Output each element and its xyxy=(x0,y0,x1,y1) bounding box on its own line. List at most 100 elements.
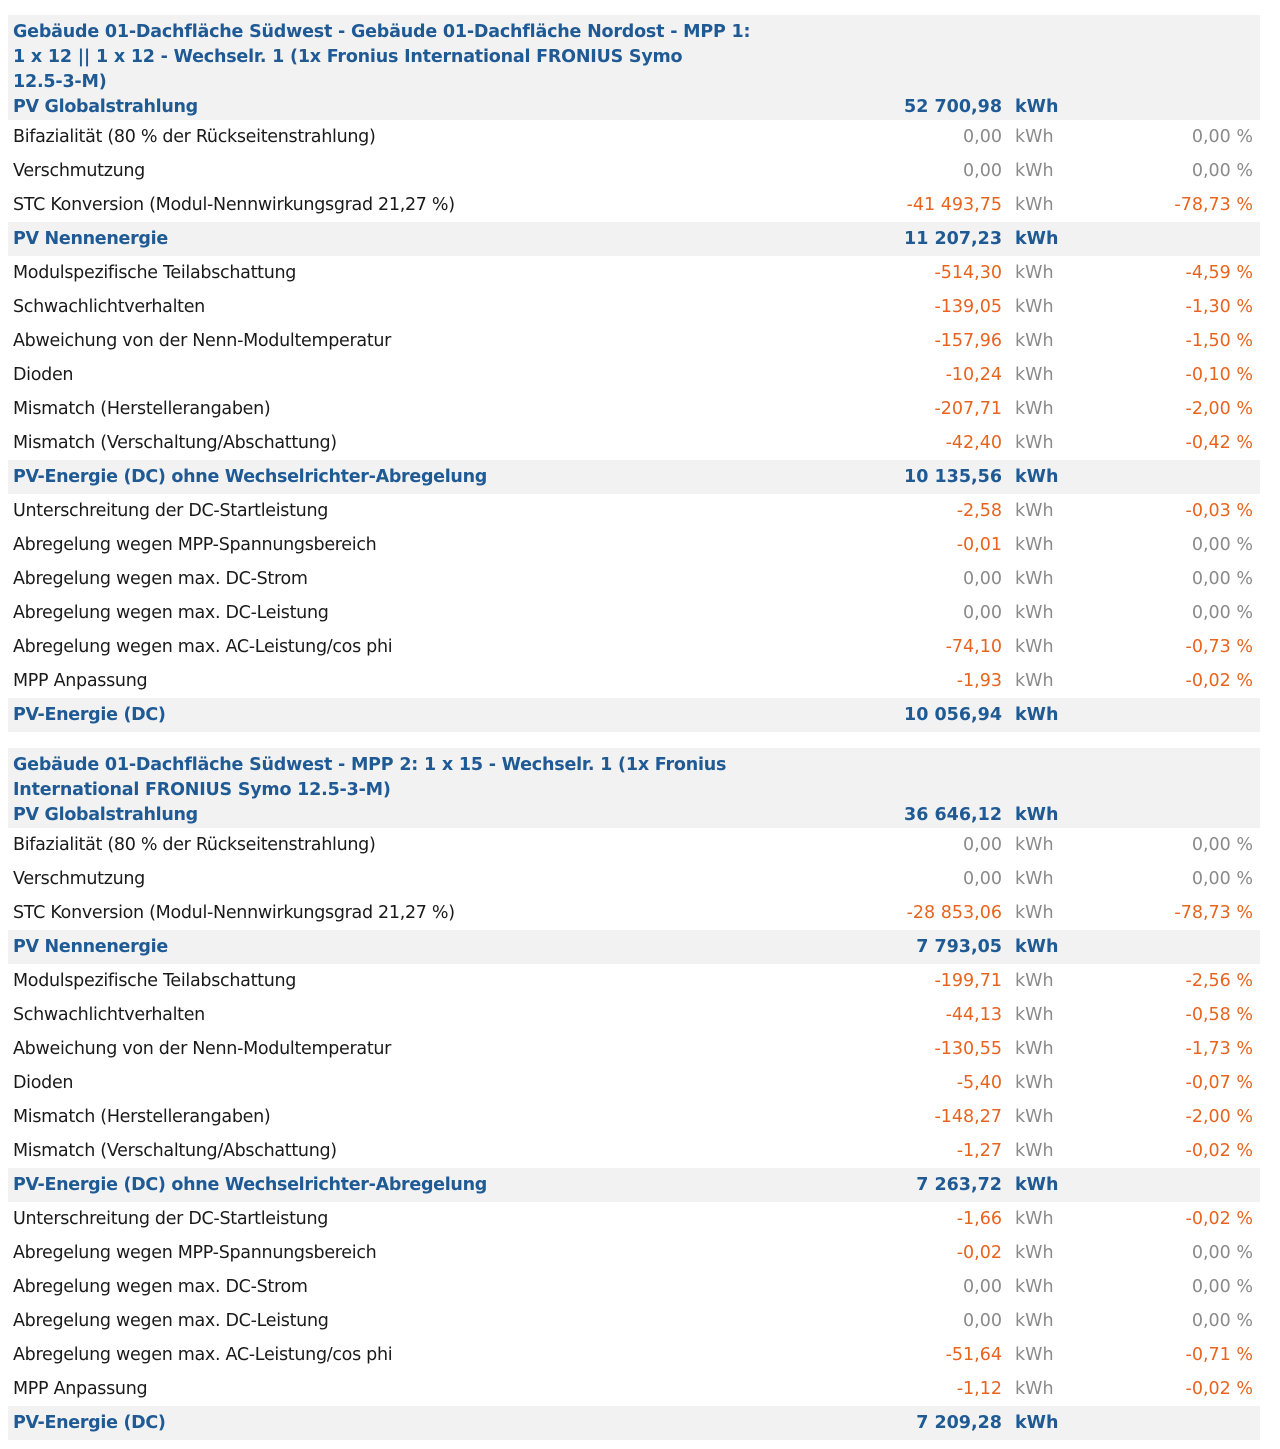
energy-value: 0,00 xyxy=(963,835,1002,855)
row-label: Modulspezifische Teilabschattung xyxy=(13,971,297,991)
energy-unit: kWh xyxy=(1015,805,1059,825)
loss-row: Abregelung wegen max. AC-Leistung/cos ph… xyxy=(8,630,1260,664)
row-label: Unterschreitung der DC-Startleistung xyxy=(13,1209,329,1229)
subtotal-row: PV-Energie (DC) 10 056,94 kWh xyxy=(8,698,1260,732)
energy-value: -28 853,06 xyxy=(906,903,1002,923)
loss-row: Unterschreitung der DC-Startleistung -1,6… xyxy=(8,1202,1260,1236)
energy-value: 11 207,23 xyxy=(904,229,1002,249)
energy-value: -207,71 xyxy=(934,399,1002,419)
loss-percent: 0,00 % xyxy=(1191,1243,1253,1263)
energy-value: -1,27 xyxy=(956,1141,1002,1161)
energy-unit: kWh xyxy=(1015,603,1054,623)
loss-percent: 0,00 % xyxy=(1191,161,1253,181)
energy-value: 36 646,12 xyxy=(904,805,1002,825)
subtotal-row: PV Nennenergie 11 207,23 kWh xyxy=(8,222,1260,256)
row-label: STC Konversion (Modul-Nennwirkungsgrad 2… xyxy=(13,903,455,923)
loss-percent: -0,73 % xyxy=(1185,637,1253,657)
energy-unit: kWh xyxy=(1015,195,1054,215)
loss-row: Verschmutzung 0,00 kWh 0,00 % xyxy=(8,862,1260,896)
energy-value: -42,40 xyxy=(945,433,1002,453)
energy-unit: kWh xyxy=(1015,1209,1054,1229)
loss-row: Abweichung von der Nenn-Modultemperatur -… xyxy=(8,324,1260,358)
loss-percent: 0,00 % xyxy=(1191,127,1253,147)
energy-unit: kWh xyxy=(1015,229,1059,249)
row-label: MPP Anpassung xyxy=(13,671,148,691)
subtotal-row: PV-Energie (DC) ohne Wechselrichter-Abre… xyxy=(8,1168,1260,1202)
subtotal-row: PV-Energie (DC) 7 209,28 kWh xyxy=(8,1406,1260,1440)
row-label: Mismatch (Verschaltung/Abschattung) xyxy=(13,433,337,453)
energy-value: -130,55 xyxy=(934,1039,1002,1059)
loss-percent: 0,00 % xyxy=(1191,535,1253,555)
loss-row: Abregelung wegen max. DC-Strom 0,00 kWh 0,0… xyxy=(8,1270,1260,1304)
energy-unit: kWh xyxy=(1015,1073,1054,1093)
loss-row: Abweichung von der Nenn-Modultemperatur -… xyxy=(8,1032,1260,1066)
loss-percent: 0,00 % xyxy=(1191,1277,1253,1297)
loss-row: MPP Anpassung -1,12 kWh -0,02 % xyxy=(8,1372,1260,1406)
loss-row: Abregelung wegen max. DC-Leistung 0,00 kWh… xyxy=(8,596,1260,630)
loss-row: Dioden -10,24 kWh -0,10 % xyxy=(8,358,1260,392)
energy-unit: kWh xyxy=(1015,501,1054,521)
loss-row: Dioden -5,40 kWh -0,07 % xyxy=(8,1066,1260,1100)
loss-percent: -0,58 % xyxy=(1185,1005,1253,1025)
loss-percent: 0,00 % xyxy=(1191,835,1253,855)
energy-unit: kWh xyxy=(1015,705,1059,725)
loss-row: MPP Anpassung -1,93 kWh -0,02 % xyxy=(8,664,1260,698)
loss-percent: -4,59 % xyxy=(1185,263,1253,283)
row-label: PV Nennenergie xyxy=(13,229,168,249)
energy-value: 52 700,98 xyxy=(904,97,1002,117)
energy-value: -514,30 xyxy=(934,263,1002,283)
energy-unit: kWh xyxy=(1015,535,1054,555)
loss-row: Mismatch (Verschaltung/Abschattung) -42,4… xyxy=(8,426,1260,460)
loss-percent: -0,02 % xyxy=(1185,671,1253,691)
energy-unit: kWh xyxy=(1015,1243,1054,1263)
loss-percent: -0,42 % xyxy=(1185,433,1253,453)
row-label: Schwachlichtverhalten xyxy=(13,297,205,317)
row-label: Mismatch (Herstellerangaben) xyxy=(13,1107,271,1127)
loss-percent: 0,00 % xyxy=(1191,603,1253,623)
energy-value: -1,66 xyxy=(956,1209,1002,1229)
loss-percent: 0,00 % xyxy=(1191,569,1253,589)
row-label: MPP Anpassung xyxy=(13,1379,148,1399)
energy-value: -199,71 xyxy=(934,971,1002,991)
energy-value: 0,00 xyxy=(963,869,1002,889)
energy-value: -74,10 xyxy=(945,637,1002,657)
mpp1-section: Gebäude 01-Dachfläche Südwest - Gebäude … xyxy=(8,15,1260,732)
energy-unit: kWh xyxy=(1015,127,1054,147)
row-label: PV Globalstrahlung xyxy=(13,805,198,825)
energy-value: -1,12 xyxy=(956,1379,1002,1399)
row-label: STC Konversion (Modul-Nennwirkungsgrad 2… xyxy=(13,195,455,215)
energy-unit: kWh xyxy=(1015,331,1054,351)
loss-table: PV Globalstrahlung 36 646,12 kWh Bifazialit… xyxy=(8,803,1260,1440)
row-label: Abregelung wegen MPP-Spannungsbereich xyxy=(13,1243,377,1263)
subtotal-row: PV Nennenergie 7 793,05 kWh xyxy=(8,930,1260,964)
row-label: Mismatch (Herstellerangaben) xyxy=(13,399,271,419)
loss-percent: 0,00 % xyxy=(1191,869,1253,889)
energy-unit: kWh xyxy=(1015,97,1059,117)
row-label: Abregelung wegen max. DC-Leistung xyxy=(13,603,329,623)
loss-percent: -2,00 % xyxy=(1185,399,1253,419)
energy-unit: kWh xyxy=(1015,671,1054,691)
mpp2-section: Gebäude 01-Dachfläche Südwest - MPP 2: 1… xyxy=(8,748,1260,1440)
energy-unit: kWh xyxy=(1015,1039,1054,1059)
loss-table: PV Globalstrahlung 52 700,98 kWh Bifazialit… xyxy=(8,95,1260,732)
row-label: Bifazialität (80 % der Rückseitenstrahlu… xyxy=(13,835,376,855)
row-label: Abregelung wegen MPP-Spannungsbereich xyxy=(13,535,377,555)
subtotal-row: PV Globalstrahlung 36 646,12 kWh xyxy=(8,803,1260,828)
energy-value: 7 263,72 xyxy=(916,1175,1002,1195)
energy-value: -1,93 xyxy=(956,671,1002,691)
energy-value: 7 209,28 xyxy=(916,1413,1002,1433)
row-label: PV-Energie (DC) xyxy=(13,705,166,725)
loss-percent: -2,00 % xyxy=(1185,1107,1253,1127)
energy-unit: kWh xyxy=(1015,1107,1054,1127)
row-label: Unterschreitung der DC-Startleistung xyxy=(13,501,329,521)
energy-unit: kWh xyxy=(1015,1277,1054,1297)
energy-unit: kWh xyxy=(1015,637,1054,657)
row-label: PV-Energie (DC) ohne Wechselrichter-Abre… xyxy=(13,467,487,487)
energy-value: 0,00 xyxy=(963,127,1002,147)
row-label: Abweichung von der Nenn-Modultemperatur xyxy=(13,1039,392,1059)
energy-unit: kWh xyxy=(1015,161,1054,181)
loss-percent: -0,71 % xyxy=(1185,1345,1253,1365)
loss-percent: -0,02 % xyxy=(1185,1209,1253,1229)
subtotal-row: PV-Energie (DC) ohne Wechselrichter-Abre… xyxy=(8,460,1260,494)
energy-unit: kWh xyxy=(1015,467,1059,487)
